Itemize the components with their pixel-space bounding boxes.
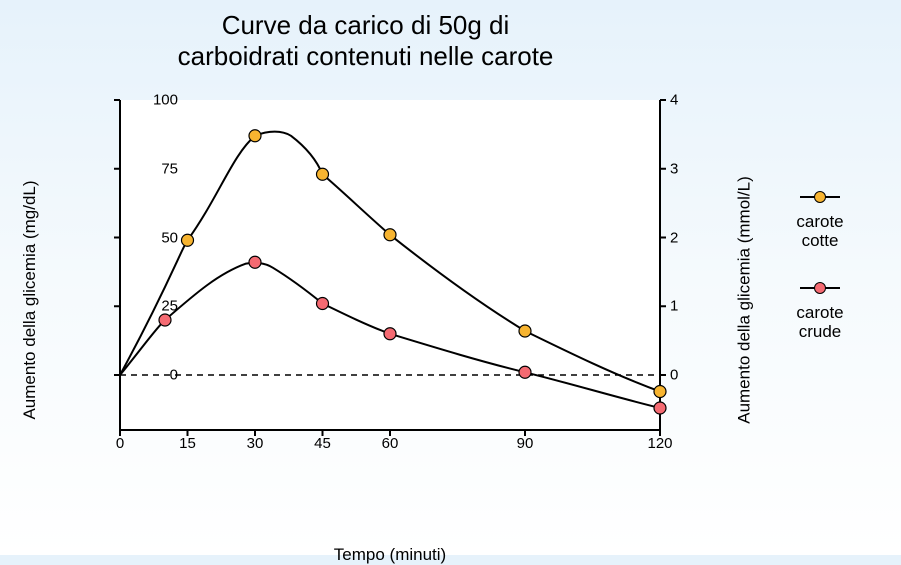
y-left-tick: 25 xyxy=(118,298,178,315)
y-left-tick: 0 xyxy=(118,367,178,384)
x-tick: 90 xyxy=(517,435,534,452)
chart-title: Curve da carico di 50g di carboidrati co… xyxy=(0,10,731,72)
legend-label-cotte: carote cotte xyxy=(796,212,843,250)
title-line-1: Curve da carico di 50g di xyxy=(222,10,510,40)
y-axis-right-label: Aumento della glicemia (mmol/L) xyxy=(735,176,755,424)
x-tick: 120 xyxy=(647,435,672,452)
x-tick: 30 xyxy=(247,435,264,452)
x-tick: 45 xyxy=(314,435,331,452)
legend-label-crude: carote crude xyxy=(796,303,843,341)
legend-marker-cotte xyxy=(800,190,840,204)
legend-dot-crude xyxy=(814,282,826,294)
legend-item-cotte: carote cotte xyxy=(760,190,880,251)
y-axis-left-label: Aumento della glicemia (mg/dL) xyxy=(20,180,40,419)
x-tick: 0 xyxy=(116,435,124,452)
y-right-tick: 2 xyxy=(670,229,710,246)
title-line-2: carboidrati contenuti nelle carote xyxy=(178,41,554,71)
y-left-tick: 50 xyxy=(118,229,178,246)
x-axis-label: Tempo (minuti) xyxy=(120,545,660,565)
y-right-tick: 3 xyxy=(670,160,710,177)
plot-svg xyxy=(120,100,660,430)
y-right-tick: 4 xyxy=(670,92,710,109)
y-left-tick: 75 xyxy=(118,160,178,177)
legend-dot-cotte xyxy=(814,191,826,203)
x-tick: 15 xyxy=(179,435,196,452)
legend: carote cotte carote crude xyxy=(760,190,880,372)
legend-item-crude: carote crude xyxy=(760,281,880,342)
y-left-tick: 100 xyxy=(118,92,178,109)
y-right-tick: 1 xyxy=(670,298,710,315)
y-right-tick: 0 xyxy=(670,367,710,384)
legend-marker-crude xyxy=(800,281,840,295)
x-tick: 60 xyxy=(382,435,399,452)
chart-area: Aumento della glicemia (mg/dL) Aumento d… xyxy=(50,90,730,510)
